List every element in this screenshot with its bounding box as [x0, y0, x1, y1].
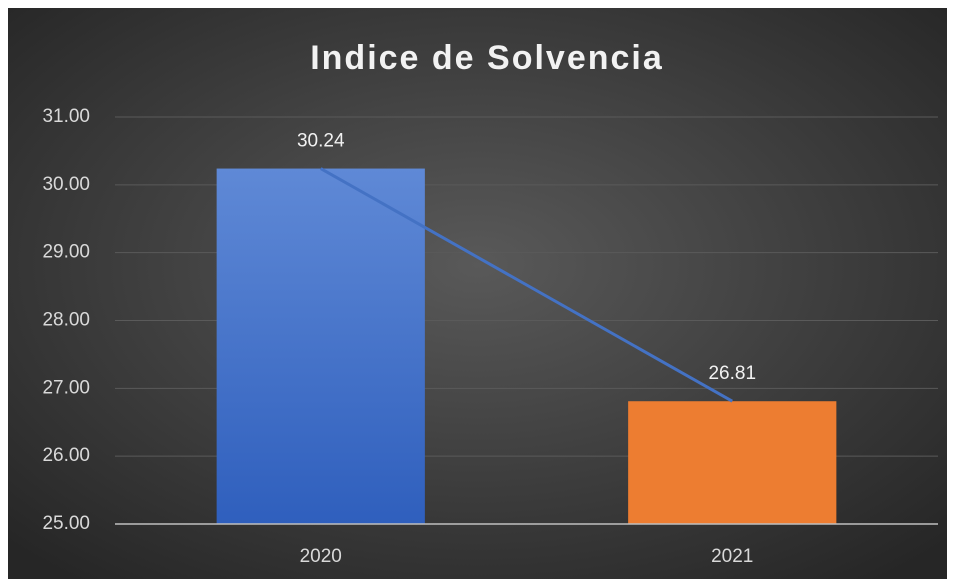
bar: [216, 168, 425, 524]
y-tick-label: 26.00: [42, 445, 90, 466]
y-tick-label: 27.00: [42, 377, 90, 398]
y-tick-label: 31.00: [42, 106, 90, 127]
y-tick-label: 29.00: [42, 242, 90, 263]
x-tick-label: 2021: [711, 546, 753, 567]
data-label: 26.81: [708, 363, 756, 384]
bar: [628, 401, 837, 524]
trend-line: [320, 167, 733, 403]
x-tick-label: 2020: [300, 546, 342, 567]
y-tick-label: 30.00: [42, 174, 90, 195]
chart-title: Indice de Solvencia: [310, 39, 664, 77]
y-tick-label: 25.00: [42, 513, 90, 534]
y-tick-label: 28.00: [42, 310, 90, 331]
data-label: 30.24: [297, 131, 345, 152]
